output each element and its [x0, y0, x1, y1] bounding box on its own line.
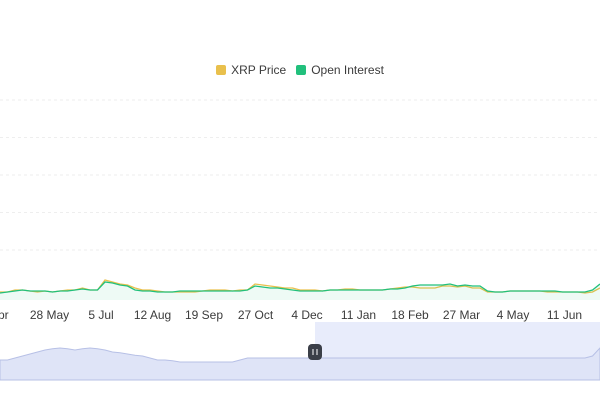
series-open-interest: [0, 281, 600, 294]
x-tick-label: 27 Oct: [238, 308, 274, 322]
legend: XRP Price Open Interest: [0, 63, 600, 77]
navigator: [0, 322, 600, 381]
navigator-handle[interactable]: [308, 344, 322, 360]
x-tick-label: 5 Jul: [88, 308, 113, 322]
legend-label-open-interest: Open Interest: [311, 63, 384, 77]
x-tick-label: 28 May: [30, 308, 69, 322]
x-tick-label: 18 Feb: [391, 308, 429, 322]
x-tick-label: 12 Aug: [134, 308, 171, 322]
grid-layer: [0, 99, 600, 251]
x-tick-label: 4 May: [497, 308, 530, 322]
x-tick-label: 4 Dec: [291, 308, 322, 322]
x-tick-label: 27 Mar: [443, 308, 480, 322]
legend-item-open-interest[interactable]: Open Interest: [296, 63, 384, 77]
legend-swatch-xrp-price: [216, 65, 227, 75]
navigator-area: [0, 347, 600, 381]
x-tick-label: 11 Jun: [547, 308, 582, 322]
legend-item-xrp-price[interactable]: XRP Price: [216, 63, 286, 77]
legend-swatch-open-interest: [296, 65, 307, 75]
x-tick-label: 19 Sep: [185, 308, 223, 322]
x-tick-label: 11 Jan: [341, 308, 376, 322]
x-tick-label: pr: [0, 308, 9, 322]
series-layer: [0, 279, 600, 300]
x-axis: pr 28 May 5 Jul 12 Aug 19 Sep 27 Oct 4 Dec 11 J…: [0, 308, 582, 322]
legend-label-xrp-price: XRP Price: [231, 63, 287, 77]
